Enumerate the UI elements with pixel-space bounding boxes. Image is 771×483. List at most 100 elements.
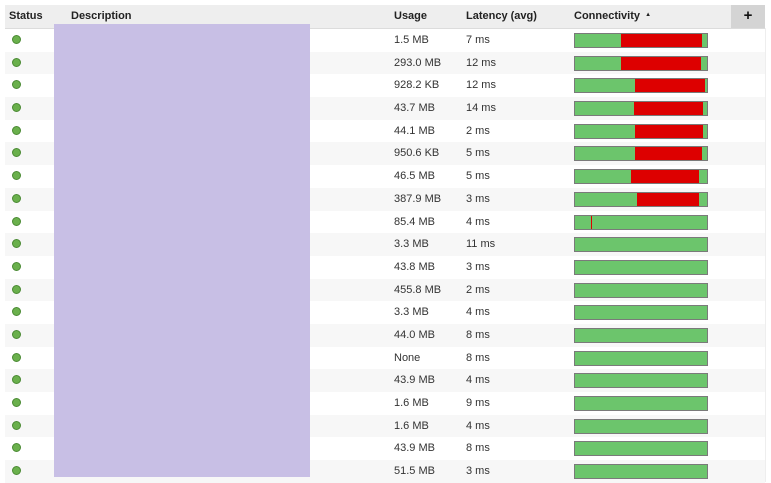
usage-cell: 3.3 MB (394, 238, 429, 251)
usage-cell: None (394, 351, 421, 364)
status-ok-icon (12, 239, 21, 249)
latency-cell: 8 ms (466, 442, 490, 455)
connectivity-up-segment (575, 306, 707, 320)
connectivity-up-segment (699, 192, 707, 206)
description-redaction (54, 24, 310, 477)
connectivity-down-segment (621, 34, 702, 47)
connectivity-up-segment (575, 351, 707, 365)
usage-cell: 928.2 KB (394, 79, 440, 92)
latency-cell: 12 ms (466, 79, 496, 92)
connectivity-up-segment (575, 56, 621, 70)
usage-cell: 85.4 MB (394, 215, 435, 228)
status-ok-icon (12, 420, 21, 430)
connectivity-up-segment (575, 192, 637, 206)
status-ok-icon (12, 216, 21, 226)
latency-cell: 5 ms (466, 147, 490, 160)
latency-cell: 8 ms (466, 351, 490, 364)
connectivity-up-segment (699, 170, 707, 184)
column-header-description[interactable]: Description (71, 10, 132, 22)
usage-cell: 43.8 MB (394, 260, 435, 273)
latency-cell: 9 ms (466, 397, 490, 409)
connectivity-up-segment (703, 102, 707, 116)
usage-cell: 1.6 MB (394, 419, 429, 432)
status-ok-icon (12, 103, 21, 113)
latency-cell: 14 ms (466, 102, 496, 115)
connectivity-up-segment (702, 34, 707, 47)
usage-cell: 455.8 MB (394, 283, 442, 296)
column-header-status[interactable]: Status (9, 10, 43, 22)
connectivity-bar (574, 78, 708, 94)
status-ok-icon (12, 375, 21, 385)
column-header-latency[interactable]: Latency (avg) (466, 10, 537, 22)
connectivity-down-segment (635, 79, 705, 93)
column-header-usage[interactable]: Usage (394, 10, 428, 22)
usage-cell: 46.5 MB (394, 170, 435, 183)
connectivity-up-segment (703, 124, 707, 138)
status-ok-icon (12, 466, 21, 476)
connectivity-up-segment (575, 147, 635, 161)
connectivity-up-segment (575, 374, 707, 388)
connectivity-up-segment (575, 397, 707, 410)
connectivity-bar (574, 146, 708, 162)
usage-cell: 1.5 MB (394, 34, 429, 46)
connectivity-up-segment (575, 34, 621, 47)
status-ok-icon (12, 284, 21, 294)
usage-cell: 44.1 MB (394, 124, 435, 137)
connectivity-bar (574, 350, 708, 366)
latency-cell: 11 ms (466, 238, 496, 251)
status-ok-icon (12, 398, 21, 407)
status-ok-icon (12, 35, 21, 44)
usage-cell: 387.9 MB (394, 192, 442, 205)
connectivity-bar (574, 327, 708, 343)
usage-cell: 51.5 MB (394, 465, 435, 478)
status-ok-icon (12, 57, 21, 67)
latency-cell: 7 ms (466, 34, 490, 46)
column-header-connectivity-label: Connectivity (574, 10, 641, 22)
status-ok-icon (12, 171, 21, 181)
status-ok-icon (12, 125, 21, 135)
status-ok-icon (12, 80, 21, 90)
usage-cell: 293.0 MB (394, 56, 442, 69)
usage-cell: 44.0 MB (394, 328, 435, 341)
latency-cell: 4 ms (466, 215, 490, 228)
connectivity-up-segment (575, 465, 707, 479)
connectivity-up-segment (575, 442, 707, 456)
connectivity-bar (574, 191, 708, 207)
latency-cell: 12 ms (466, 56, 496, 69)
connectivity-bar (574, 305, 708, 321)
connectivity-bar (574, 396, 708, 411)
connectivity-up-segment (575, 238, 707, 252)
status-ok-icon (12, 193, 21, 203)
table-right-edge (765, 28, 766, 482)
connectivity-up-segment (575, 260, 707, 274)
connectivity-bar (574, 373, 708, 389)
status-ok-icon (12, 329, 21, 339)
connectivity-up-segment (705, 79, 707, 93)
connectivity-up-segment (575, 328, 707, 342)
connectivity-bar (574, 101, 708, 117)
latency-cell: 4 ms (466, 374, 490, 387)
connectivity-bar (574, 464, 708, 480)
connectivity-down-segment (621, 56, 701, 70)
connectivity-down-segment (631, 170, 699, 184)
status-ok-icon (12, 307, 21, 317)
connectivity-bar (574, 33, 708, 48)
latency-cell: 3 ms (466, 192, 490, 205)
sort-ascending-icon: ▲ (645, 12, 652, 18)
usage-cell: 1.6 MB (394, 397, 429, 409)
connectivity-up-segment (592, 215, 707, 229)
latency-cell: 4 ms (466, 306, 490, 319)
add-column-button[interactable]: + (731, 5, 765, 28)
connectivity-up-segment (575, 419, 707, 433)
connectivity-bar (574, 441, 708, 457)
connectivity-bar (574, 214, 708, 230)
column-header-connectivity[interactable]: Connectivity ▲ (574, 5, 651, 28)
connectivity-bar (574, 55, 708, 71)
connectivity-bar (574, 259, 708, 275)
status-ok-icon (12, 352, 21, 362)
connectivity-up-segment (575, 79, 635, 93)
status-ok-icon (12, 148, 21, 158)
connectivity-down-segment (634, 102, 703, 116)
latency-cell: 4 ms (466, 419, 490, 432)
connectivity-up-segment (575, 215, 591, 229)
